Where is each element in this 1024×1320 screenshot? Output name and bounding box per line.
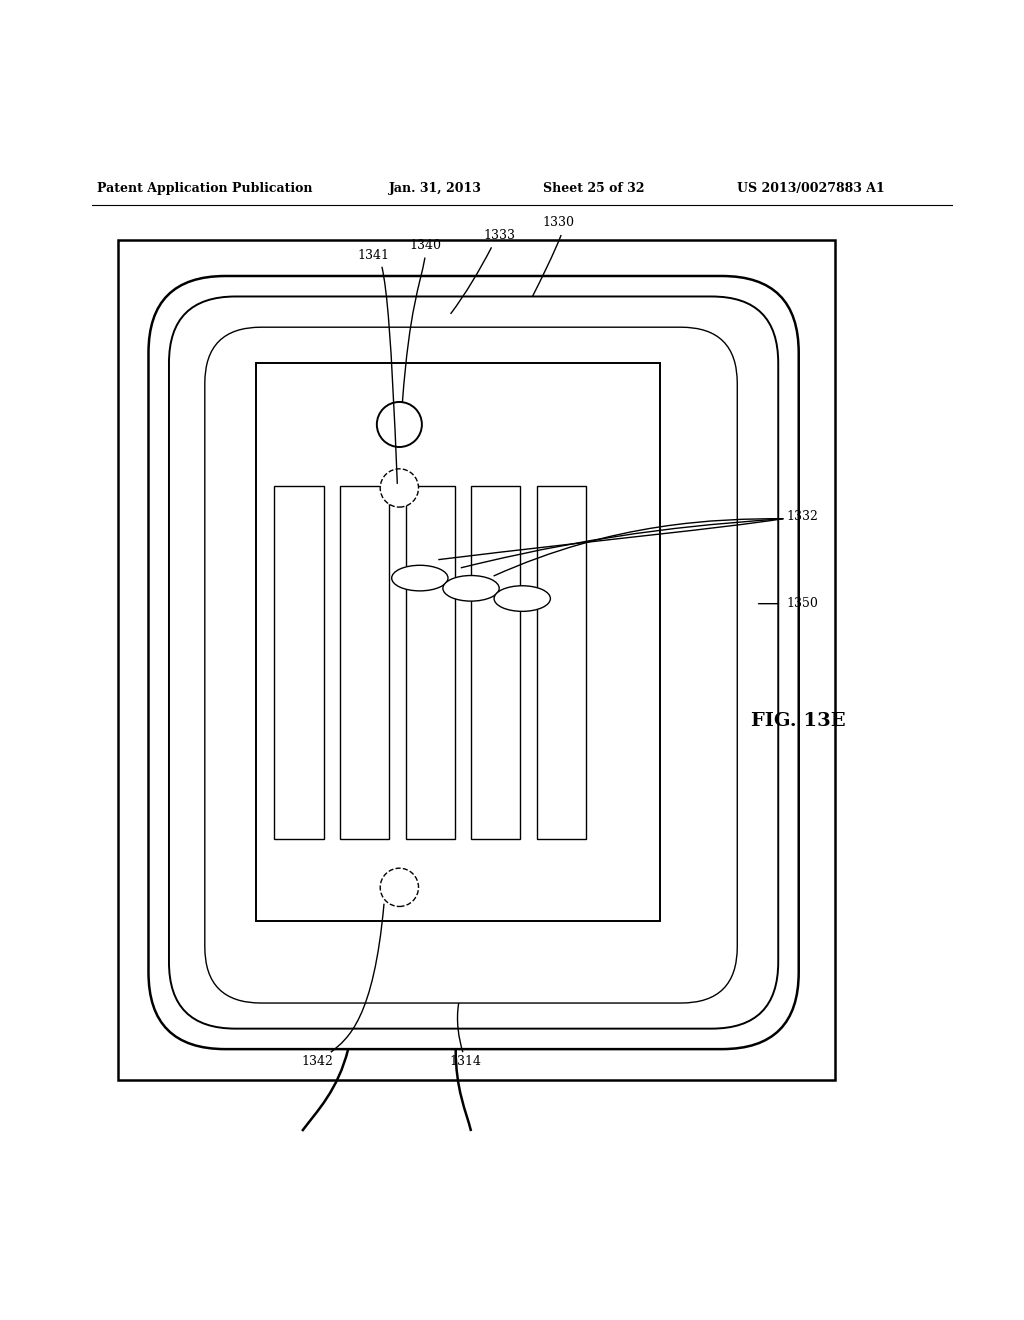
Text: Jan. 31, 2013: Jan. 31, 2013 (389, 182, 482, 195)
Bar (274, 486, 324, 840)
Text: FIG. 13E: FIG. 13E (752, 713, 846, 730)
Bar (471, 486, 520, 840)
Text: 1330: 1330 (542, 216, 574, 230)
Text: Patent Application Publication: Patent Application Publication (97, 182, 312, 195)
Text: 1314: 1314 (450, 1055, 482, 1068)
Text: US 2013/0027883 A1: US 2013/0027883 A1 (737, 182, 885, 195)
FancyBboxPatch shape (118, 240, 835, 1080)
Ellipse shape (391, 565, 449, 591)
Circle shape (377, 403, 422, 447)
Text: 1341: 1341 (357, 249, 390, 261)
Text: 1332: 1332 (786, 510, 818, 523)
Bar (256, 363, 660, 921)
Text: 1350: 1350 (786, 597, 818, 610)
Bar (537, 486, 586, 840)
Bar (406, 486, 455, 840)
Circle shape (380, 469, 419, 507)
Text: 1342: 1342 (301, 1055, 334, 1068)
Text: 1340: 1340 (409, 239, 441, 252)
Circle shape (380, 869, 419, 907)
Bar (340, 486, 389, 840)
Text: Sheet 25 of 32: Sheet 25 of 32 (543, 182, 644, 195)
Text: 1333: 1333 (483, 228, 516, 242)
Ellipse shape (494, 586, 551, 611)
Ellipse shape (442, 576, 500, 601)
